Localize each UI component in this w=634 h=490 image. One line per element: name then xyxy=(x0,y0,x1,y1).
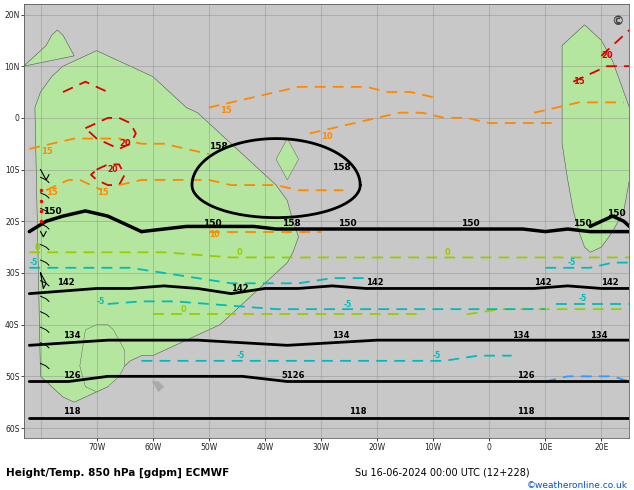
Polygon shape xyxy=(80,325,125,392)
Text: 134: 134 xyxy=(590,331,607,340)
Text: 158: 158 xyxy=(281,220,301,228)
Text: 126: 126 xyxy=(63,371,81,380)
Text: -5: -5 xyxy=(237,351,245,360)
Text: 142: 142 xyxy=(231,284,249,293)
Text: -5: -5 xyxy=(433,351,441,360)
Text: 0: 0 xyxy=(237,248,243,257)
Text: 0: 0 xyxy=(181,305,186,314)
Text: 134: 134 xyxy=(63,331,81,340)
Polygon shape xyxy=(35,50,299,402)
Text: 142: 142 xyxy=(366,278,384,287)
Text: 0: 0 xyxy=(35,243,41,252)
Text: 150: 150 xyxy=(338,220,356,228)
Text: 118: 118 xyxy=(517,407,534,416)
Text: 15: 15 xyxy=(46,189,58,197)
Polygon shape xyxy=(153,382,164,392)
Text: 158: 158 xyxy=(332,163,351,172)
Text: 134: 134 xyxy=(332,331,350,340)
Text: 150: 150 xyxy=(203,220,222,228)
Text: 142: 142 xyxy=(534,278,552,287)
Text: 5126: 5126 xyxy=(281,371,305,380)
Text: 126: 126 xyxy=(517,371,535,380)
Text: 10: 10 xyxy=(209,230,219,239)
Text: Height/Temp. 850 hPa [gdpm] ECMWF: Height/Temp. 850 hPa [gdpm] ECMWF xyxy=(6,468,230,478)
Text: 134: 134 xyxy=(512,331,529,340)
Text: 0: 0 xyxy=(444,248,450,257)
Text: 15: 15 xyxy=(41,147,52,156)
Text: 150: 150 xyxy=(607,209,626,218)
Text: ©: © xyxy=(611,15,624,27)
Text: 10: 10 xyxy=(321,131,333,141)
Text: -5: -5 xyxy=(567,258,576,267)
Text: -5: -5 xyxy=(344,299,352,309)
Text: ©weatheronline.co.uk: ©weatheronline.co.uk xyxy=(527,481,628,490)
Text: 20: 20 xyxy=(602,51,613,60)
Text: 118: 118 xyxy=(63,407,81,416)
Text: 15: 15 xyxy=(96,189,108,197)
Text: 20: 20 xyxy=(108,165,119,174)
Text: 15: 15 xyxy=(573,77,585,86)
Polygon shape xyxy=(276,139,299,180)
Text: -5: -5 xyxy=(29,258,37,267)
Polygon shape xyxy=(562,25,630,252)
Text: 142: 142 xyxy=(57,278,75,287)
Text: 150: 150 xyxy=(573,220,592,228)
Text: 142: 142 xyxy=(602,278,619,287)
Text: 150: 150 xyxy=(461,220,480,228)
Text: 15: 15 xyxy=(220,106,232,115)
Text: -5: -5 xyxy=(579,294,587,303)
Text: 150: 150 xyxy=(43,206,62,216)
Text: Su 16-06-2024 00:00 UTC (12+228): Su 16-06-2024 00:00 UTC (12+228) xyxy=(355,468,529,478)
Text: 118: 118 xyxy=(349,407,366,416)
Text: 158: 158 xyxy=(209,142,228,151)
Text: 20: 20 xyxy=(119,139,131,148)
Polygon shape xyxy=(23,30,74,66)
Text: -5: -5 xyxy=(96,297,105,306)
